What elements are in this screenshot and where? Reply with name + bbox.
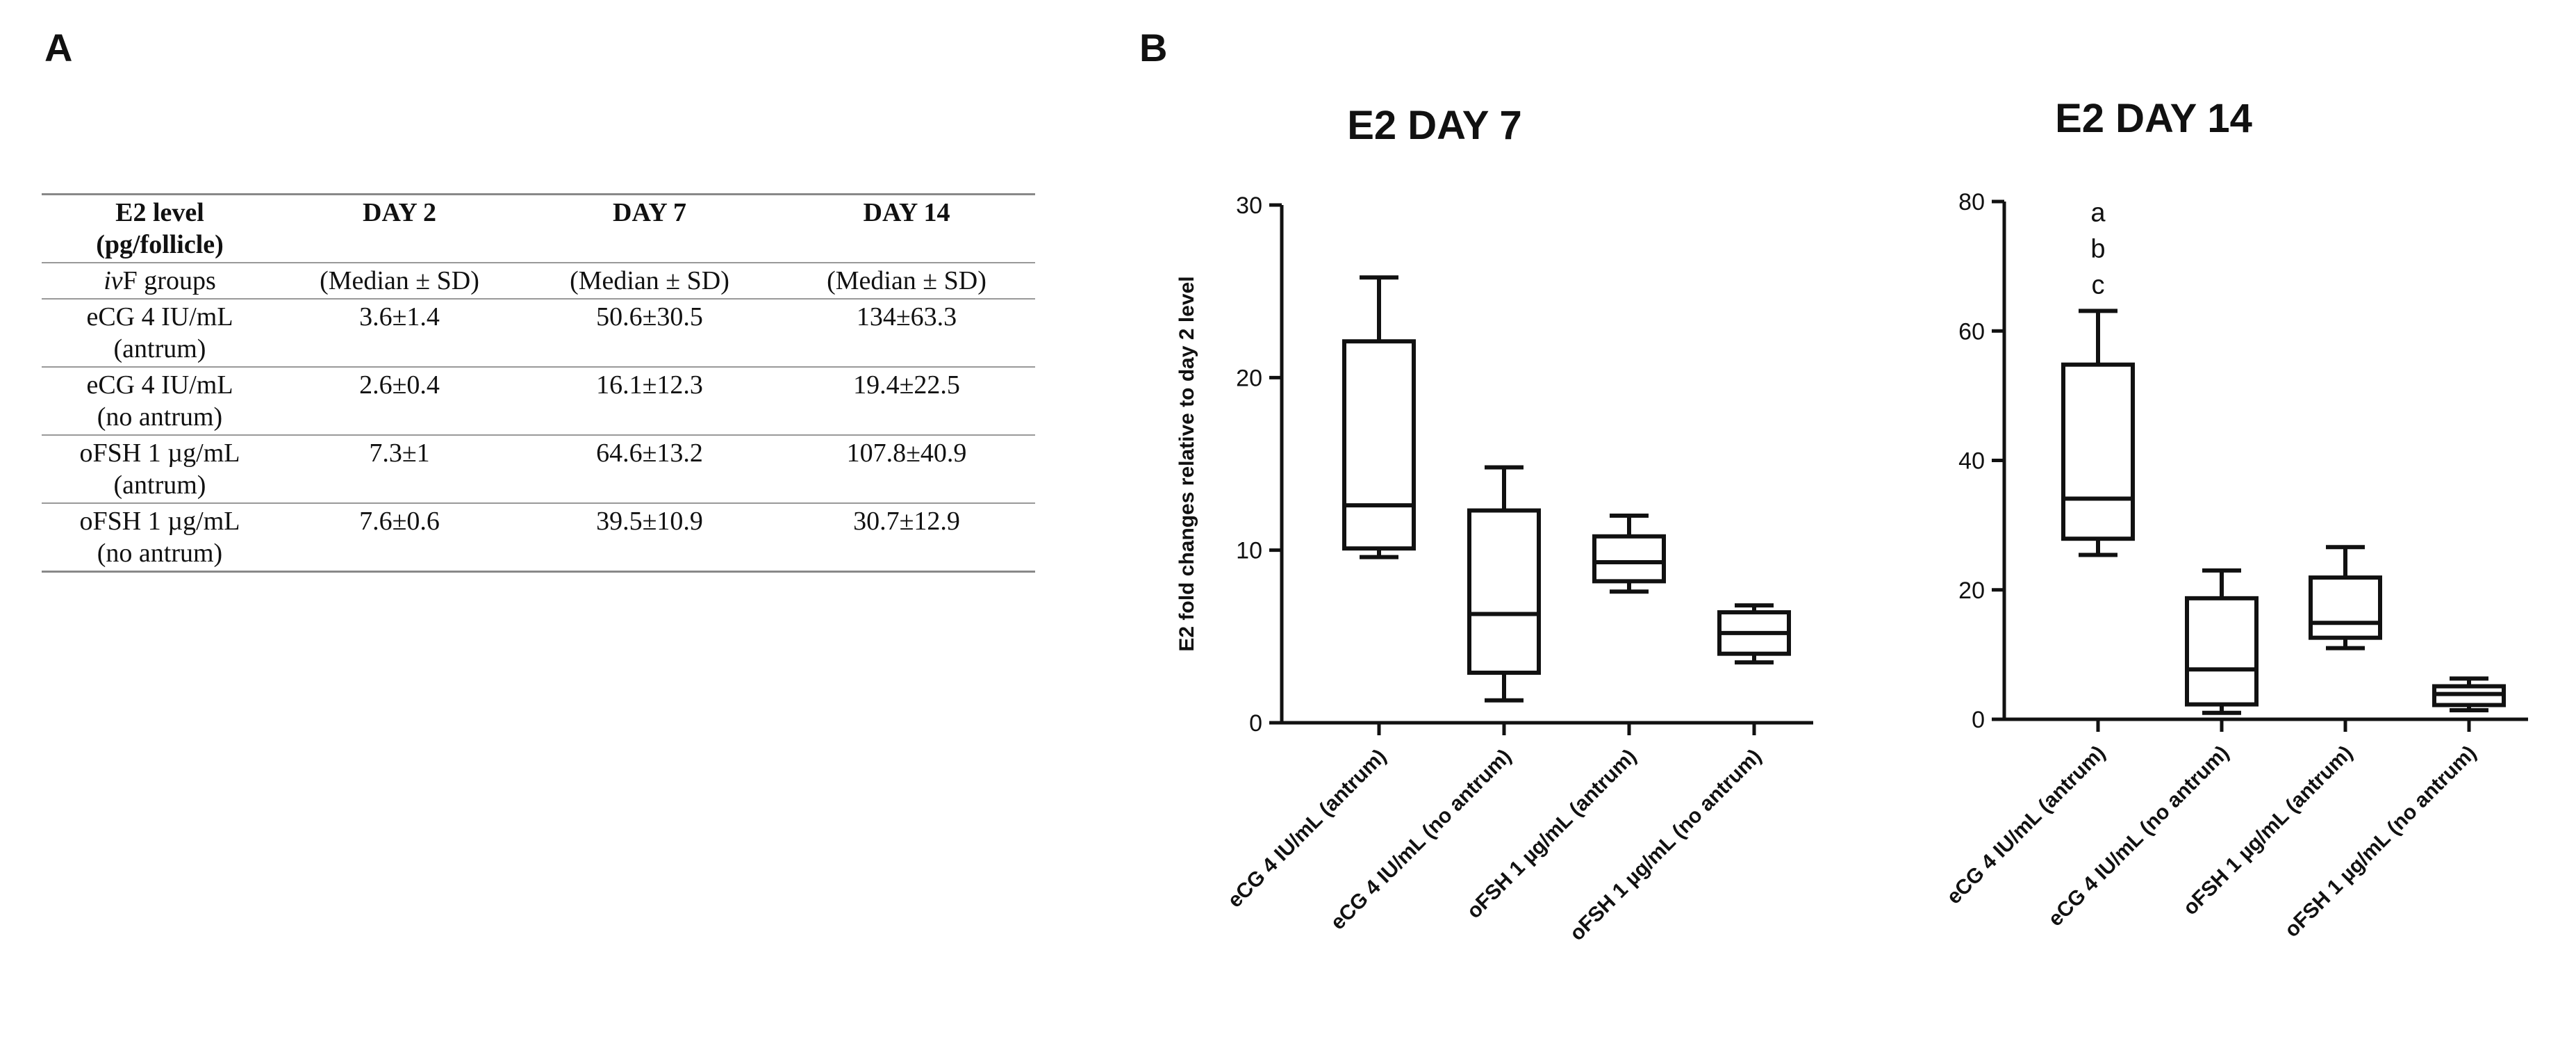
box-1 <box>1342 275 1416 559</box>
iqr-box <box>2185 596 2259 707</box>
y-tick-label: 0 <box>1972 707 1985 733</box>
cell-value: 134±63.3 <box>778 298 1035 367</box>
iqr-box <box>1467 508 1541 675</box>
chart-1: E2 DAY 7 0 10 20 30 E2 fold changes relative … <box>1175 103 1813 945</box>
subheader-stat: (Median ± SD) <box>778 262 1035 299</box>
chart-title: E2 DAY 7 <box>1347 103 1522 148</box>
cell-value: 16.1±12.3 <box>521 366 778 435</box>
cell-value: 2.6±0.4 <box>278 366 521 435</box>
row-group: oFSH 1 µg/mL (no antrum) <box>42 502 278 573</box>
y-tick-label: 10 <box>1236 538 1262 564</box>
significance-label: a <box>2090 198 2106 227</box>
table-header-day14: DAY 14 <box>778 193 1035 263</box>
subheader-stat: (Median ± SD) <box>521 262 778 299</box>
table-row: eCG 4 IU/mL (no antrum) 2.6±0.4 16.1±12.3… <box>42 366 1035 435</box>
cell-value: 39.5±10.9 <box>521 502 778 573</box>
row-group: eCG 4 IU/mL (antrum) <box>42 298 278 367</box>
iqr-box <box>1342 339 1416 551</box>
y-tick-label: 30 <box>1236 193 1262 219</box>
box-4 <box>1717 603 1791 665</box>
cell-value: 107.8±40.9 <box>778 434 1035 503</box>
chart-title: E2 DAY 14 <box>2055 96 2252 141</box>
box-2 <box>1467 465 1541 703</box>
cell-value: 7.3±1 <box>278 434 521 503</box>
significance-label: c <box>2092 270 2105 300</box>
table-header-day7: DAY 7 <box>521 193 778 263</box>
cell-value: 7.6±0.6 <box>278 502 521 573</box>
iqr-box <box>2309 575 2382 640</box>
y-tick-label: 40 <box>1958 448 1985 475</box>
subheader-stat: (Median ± SD) <box>278 262 521 299</box>
y-tick-label: 0 <box>1249 710 1262 737</box>
iqr-box <box>2061 362 2135 541</box>
box-3 <box>1592 514 1666 594</box>
y-tick-label: 20 <box>1236 365 1262 391</box>
y-tick-label: 80 <box>1958 189 1985 215</box>
table-header-day2: DAY 2 <box>278 193 521 263</box>
cell-value: 30.7±12.9 <box>778 502 1035 573</box>
table-row: oFSH 1 µg/mL (no antrum) 7.6±0.6 39.5±10.… <box>42 502 1035 573</box>
significance-label: b <box>2090 234 2105 263</box>
cell-value: 50.6±30.5 <box>521 298 778 367</box>
subheader-groups: ivF groups <box>42 262 278 299</box>
cell-value: 64.6±13.2 <box>521 434 778 503</box>
header-line-2: (pg/follicle) <box>96 230 224 259</box>
y-tick-label: 20 <box>1958 578 1985 604</box>
header-line-1: E2 level <box>115 198 204 227</box>
e2-level-table: E2 level (pg/follicle) DAY 2 DAY 7 DAY 14… <box>42 193 1035 573</box>
table-row: eCG 4 IU/mL (antrum) 3.6±1.4 50.6±30.5 13… <box>42 298 1035 367</box>
cell-value: 3.6±1.4 <box>278 298 521 367</box>
cell-value: 19.4±22.5 <box>778 366 1035 435</box>
table-header-group: E2 level (pg/follicle) <box>42 193 278 263</box>
iqr-box <box>1592 534 1666 584</box>
box-4 <box>2432 676 2506 712</box>
y-tick-label: 60 <box>1958 318 1985 345</box>
box-2 <box>2185 568 2259 715</box>
y-axis-label: E2 fold changes relative to day 2 level <box>1175 276 1198 651</box>
row-group: eCG 4 IU/mL (no antrum) <box>42 366 278 435</box>
box-1 <box>2061 309 2135 557</box>
panel-label-b: B <box>1139 26 1168 69</box>
panel-label-a: A <box>44 26 73 69</box>
box-3 <box>2309 545 2382 650</box>
table-row: oFSH 1 µg/mL (antrum) 7.3±1 64.6±13.2 107… <box>42 434 1035 503</box>
row-group: oFSH 1 µg/mL (antrum) <box>42 434 278 503</box>
